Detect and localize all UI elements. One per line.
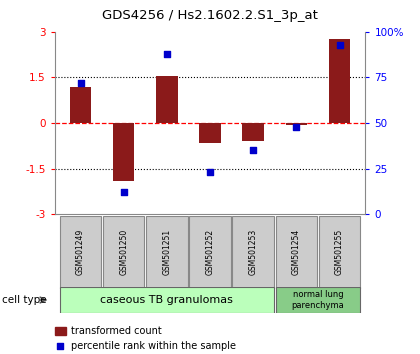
Point (293, 124, 300, 130)
Text: GSM501250: GSM501250 (119, 229, 128, 275)
Bar (242, 123, 264, 141)
Text: cell type: cell type (2, 295, 47, 305)
Text: GSM501249: GSM501249 (76, 229, 85, 275)
Bar (319, 216, 360, 289)
Text: GSM501252: GSM501252 (205, 229, 215, 275)
Point (250, 148, 257, 153)
Point (163, 51, 170, 57)
Point (120, 189, 127, 195)
Point (77, 80, 84, 86)
Point (207, 170, 213, 175)
Text: transformed count: transformed count (71, 326, 161, 336)
Bar (103, 216, 144, 289)
Text: percentile rank within the sample: percentile rank within the sample (71, 341, 236, 351)
Bar (276, 216, 317, 289)
Bar (156, 76, 178, 123)
Point (336, 42, 343, 47)
Text: GSM501251: GSM501251 (163, 229, 171, 275)
Bar (55, 327, 66, 335)
Bar (276, 287, 360, 313)
Bar (329, 39, 350, 123)
Bar (189, 216, 231, 289)
Point (57, 343, 64, 349)
Bar (199, 123, 221, 143)
Text: GSM501255: GSM501255 (335, 229, 344, 275)
Text: caseous TB granulomas: caseous TB granulomas (100, 295, 233, 305)
Bar (232, 216, 274, 289)
Bar (60, 287, 274, 313)
Bar (286, 123, 307, 125)
Text: GSM501254: GSM501254 (292, 229, 301, 275)
Bar (60, 216, 101, 289)
Bar (146, 216, 188, 289)
Bar (70, 86, 91, 123)
Bar (113, 123, 134, 181)
Text: GDS4256 / Hs2.1602.2.S1_3p_at: GDS4256 / Hs2.1602.2.S1_3p_at (102, 9, 318, 22)
Text: normal lung
parenchyma: normal lung parenchyma (291, 290, 344, 310)
Text: GSM501253: GSM501253 (249, 229, 257, 275)
